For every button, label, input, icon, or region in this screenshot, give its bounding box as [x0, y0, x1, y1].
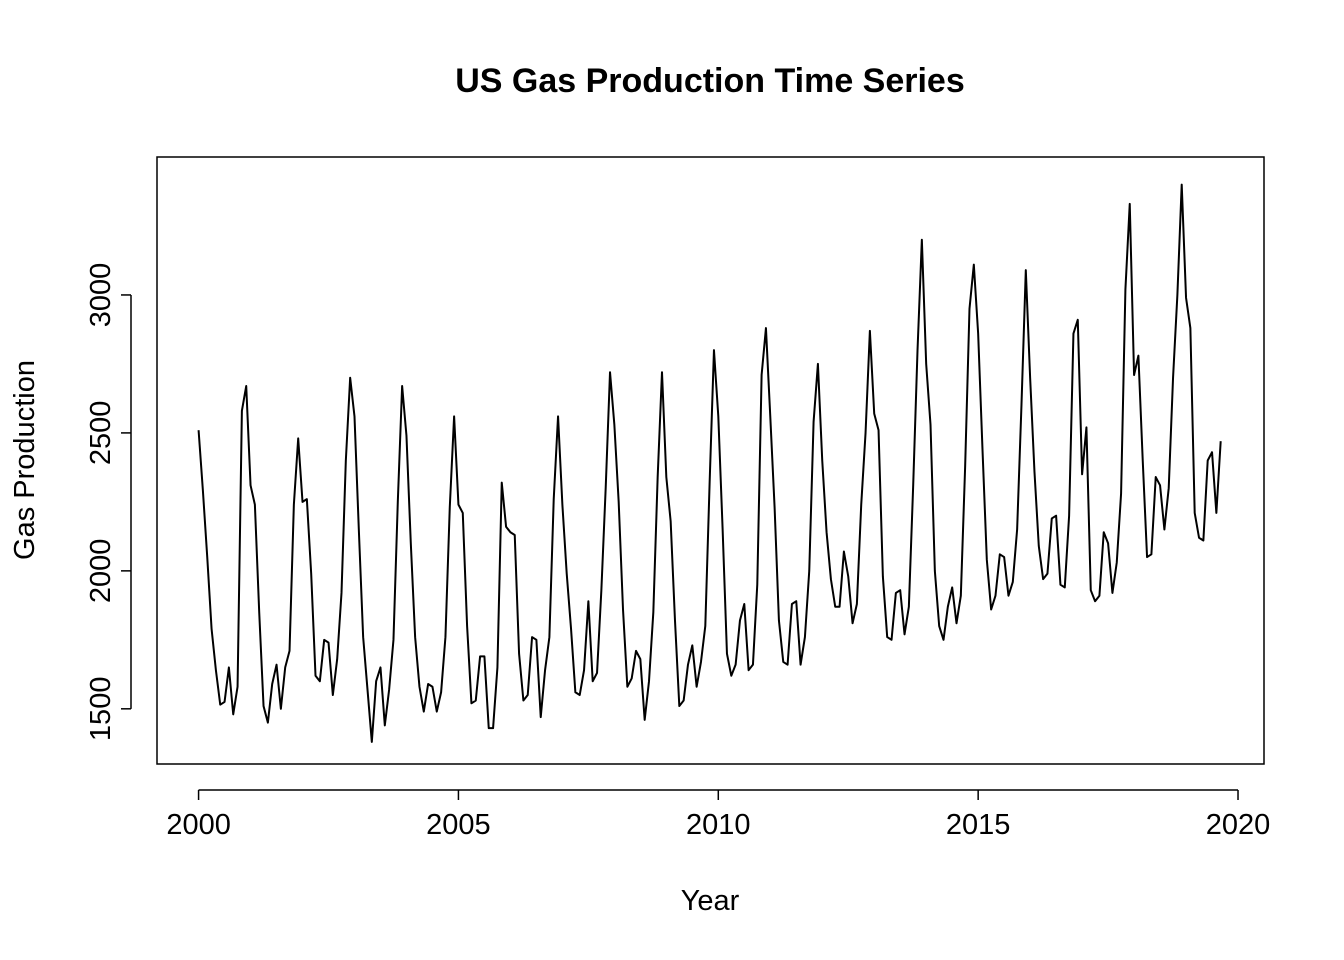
- y-tick-label: 1500: [85, 677, 117, 742]
- y-axis-label: Gas Production: [9, 360, 41, 560]
- y-tick-label: 2000: [85, 539, 117, 604]
- chart-title: US Gas Production Time Series: [455, 62, 965, 100]
- y-tick-label: 3000: [85, 263, 117, 328]
- x-tick-label: 2000: [166, 809, 231, 841]
- x-tick-label: 2010: [686, 809, 751, 841]
- series-line: [197, 183, 1222, 743]
- x-axis-label: Year: [681, 885, 740, 917]
- x-axis: 2000 2005 2010 2015 2020: [166, 789, 1271, 841]
- plot-frame: [156, 156, 1265, 765]
- y-tick-label: 2500: [85, 401, 117, 466]
- x-tick-label: 2005: [426, 809, 491, 841]
- y-axis: 1500 2000 2500 3000: [85, 263, 132, 742]
- x-tick-label: 2020: [1206, 809, 1271, 841]
- x-tick-label: 2015: [946, 809, 1011, 841]
